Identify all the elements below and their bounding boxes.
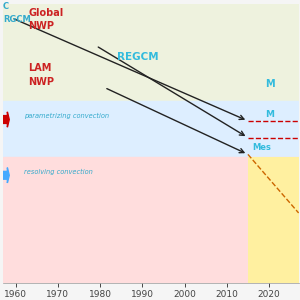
Text: NWP: NWP [28, 21, 54, 31]
Text: LAM: LAM [28, 63, 52, 73]
Text: NWP: NWP [28, 76, 54, 87]
Text: RGCM: RGCM [3, 15, 31, 24]
Text: C: C [3, 2, 9, 11]
FancyArrow shape [3, 168, 9, 183]
Text: Global: Global [28, 8, 64, 18]
Bar [3, 157, 298, 283]
Bar [3, 101, 298, 157]
Bar [3, 4, 298, 101]
Text: Mes: Mes [252, 143, 271, 152]
Text: REGCM: REGCM [117, 52, 159, 61]
Bar [248, 157, 298, 283]
Text: parametrizing convection: parametrizing convection [24, 113, 109, 119]
FancyArrow shape [3, 112, 9, 127]
Text: M: M [265, 110, 274, 119]
Text: M: M [265, 80, 274, 89]
Text: resolving convection: resolving convection [24, 169, 93, 175]
